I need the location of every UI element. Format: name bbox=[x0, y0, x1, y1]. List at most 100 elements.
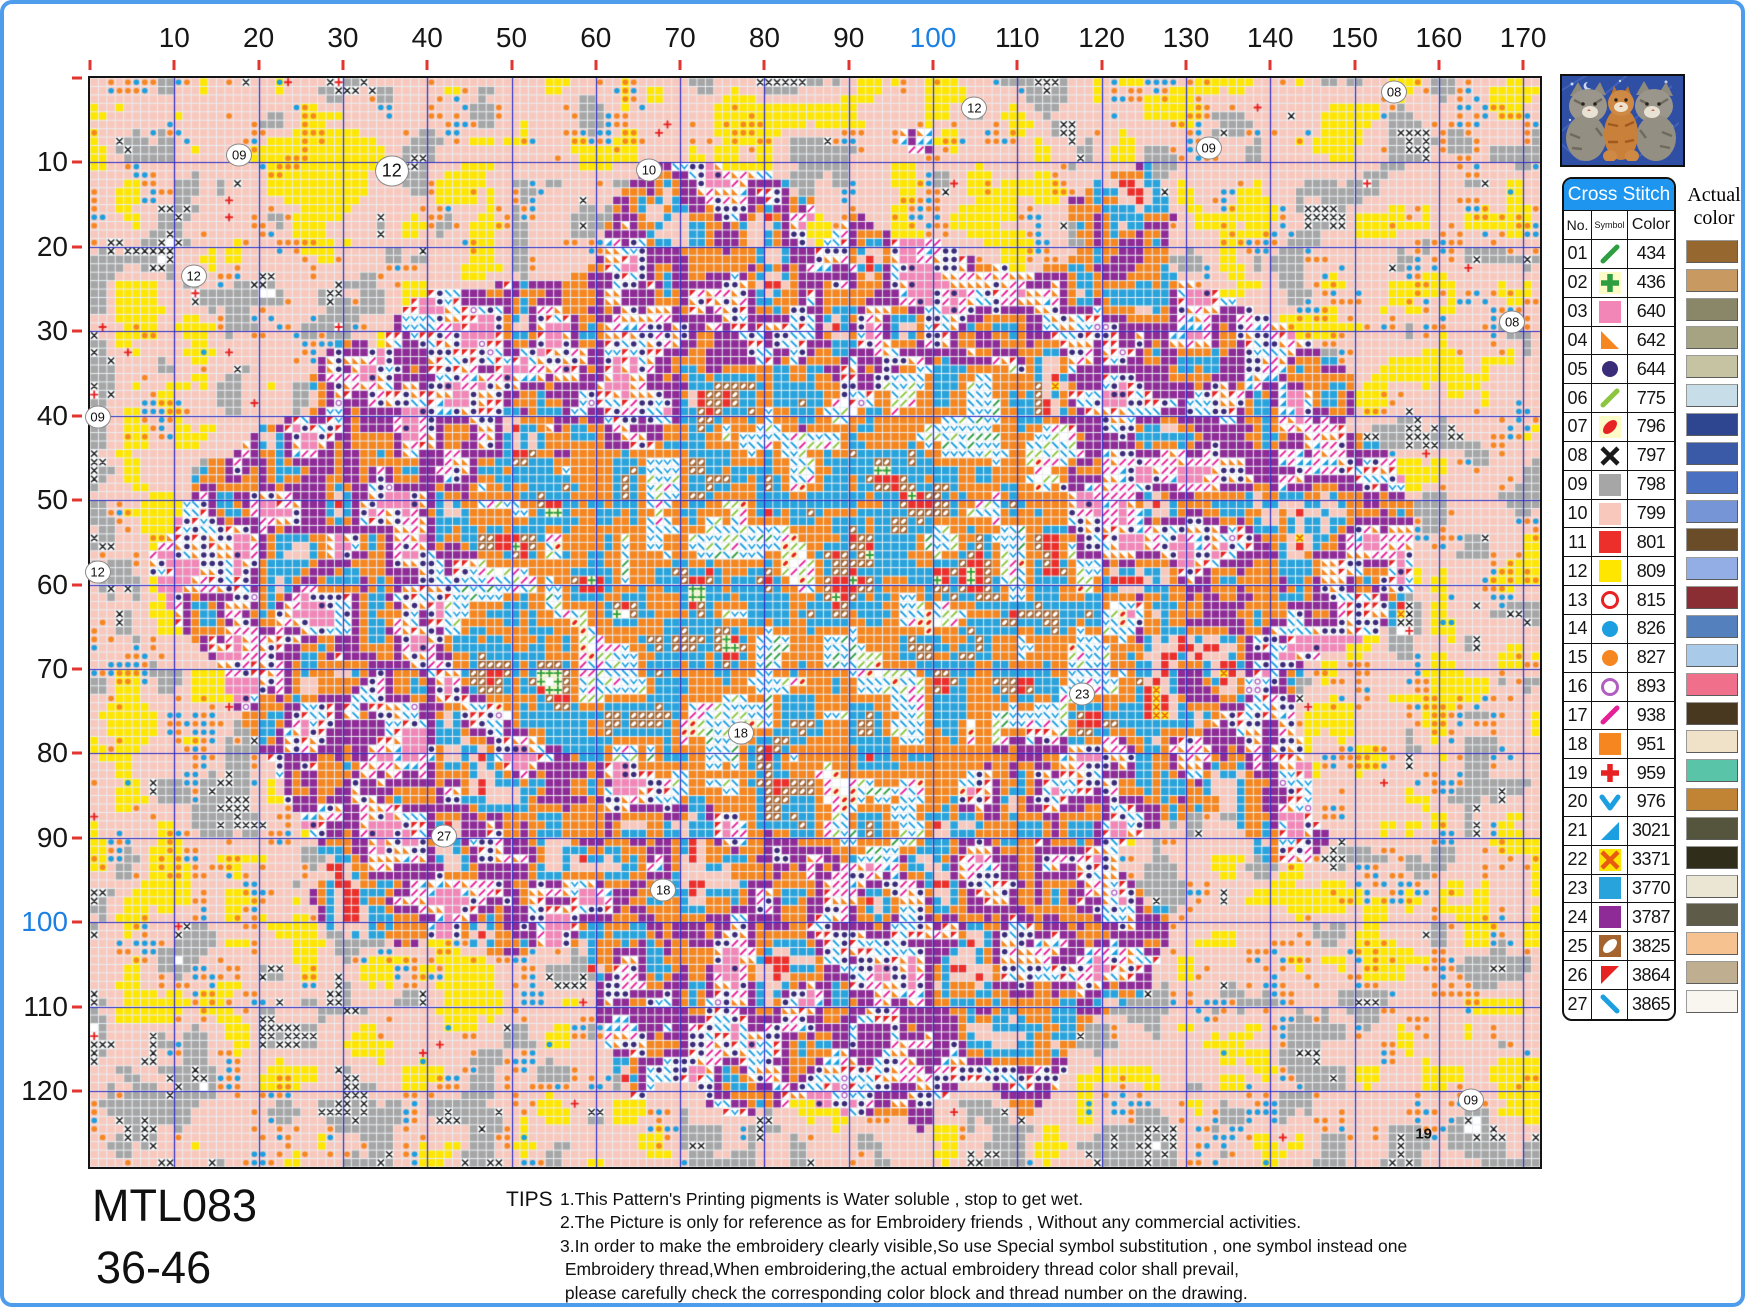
legend-symbol-tri-bl-icon bbox=[1600, 331, 1619, 350]
ruler-tick-top bbox=[847, 60, 851, 70]
legend-no: 05 bbox=[1564, 355, 1592, 385]
region-marker: 09 bbox=[84, 405, 111, 429]
legend-color-code: 976 bbox=[1628, 788, 1674, 817]
actual-color-swatch bbox=[1686, 239, 1738, 263]
legend-symbol-cell bbox=[1592, 643, 1628, 673]
actual-color-swatch bbox=[1686, 990, 1738, 1013]
actual-color-swatch bbox=[1686, 441, 1738, 465]
legend-symbol-cell bbox=[1592, 932, 1628, 962]
ruler-label-left: 110 bbox=[23, 990, 68, 1022]
legend-row: 15 827 bbox=[1564, 643, 1674, 673]
ruler-tick-top bbox=[931, 60, 935, 70]
actual-color-header-line1: Actual bbox=[1687, 184, 1741, 206]
legend-symbol-square-icon bbox=[1598, 300, 1621, 323]
ruler-label-left: 50 bbox=[36, 484, 68, 516]
actual-color-swatch bbox=[1686, 759, 1738, 783]
pattern-code: MTL083 bbox=[92, 1180, 258, 1231]
legend-symbol-cell bbox=[1592, 384, 1628, 414]
legend-symbol-cell bbox=[1592, 240, 1628, 269]
legend-row: 02 436 bbox=[1564, 268, 1674, 298]
ruler-tick-left bbox=[72, 245, 82, 249]
legend-row: 21 3021 bbox=[1564, 816, 1674, 846]
legend-symbol-leaf-icon bbox=[1598, 415, 1621, 438]
legend-no: 09 bbox=[1564, 470, 1592, 500]
ruler-label-left: 80 bbox=[36, 737, 68, 769]
legend-row: 19 959 bbox=[1564, 759, 1674, 789]
legend-color-code: 951 bbox=[1628, 730, 1674, 760]
legend-row: 10 799 bbox=[1564, 499, 1674, 529]
legend-color-code: 826 bbox=[1628, 615, 1674, 644]
region-marker: 12 bbox=[84, 560, 111, 584]
legend-symbol-cell bbox=[1592, 701, 1628, 731]
ruler-label-top: 110 bbox=[994, 22, 1040, 53]
ruler-tick-left bbox=[72, 76, 82, 80]
ruler-tick-left bbox=[72, 329, 82, 333]
legend-color-code: 959 bbox=[1628, 759, 1674, 789]
legend-no: 16 bbox=[1564, 672, 1592, 702]
actual-color-swatch bbox=[1686, 932, 1738, 956]
ruler-label-top: 40 bbox=[411, 22, 443, 53]
legend-col-no: No. bbox=[1564, 211, 1592, 240]
legend-no: 14 bbox=[1564, 614, 1592, 644]
legend-symbol-cell bbox=[1592, 759, 1628, 789]
legend-symbol-x-icon bbox=[1598, 848, 1621, 871]
legend-symbol-cell bbox=[1592, 989, 1628, 1019]
ruler-label-left: 10 bbox=[36, 146, 68, 178]
ruler-label-top: 80 bbox=[748, 22, 780, 53]
legend-symbol-cell bbox=[1592, 586, 1628, 615]
legend-row: 20 976 bbox=[1564, 788, 1674, 817]
legend-symbol-cell bbox=[1592, 788, 1628, 817]
legend-col-color: Color bbox=[1628, 211, 1674, 240]
legend-symbol-tri-tl-icon bbox=[1600, 966, 1619, 985]
legend-row: 09 798 bbox=[1564, 470, 1674, 500]
legend-symbol-cell bbox=[1592, 297, 1628, 327]
legend-no: 08 bbox=[1564, 441, 1592, 471]
ruler-tick-left bbox=[72, 414, 82, 418]
region-marker: 10 bbox=[635, 158, 662, 182]
actual-color-swatch bbox=[1686, 701, 1738, 725]
ruler-label-top: 30 bbox=[327, 22, 359, 53]
ruler-label-left: 70 bbox=[36, 652, 68, 684]
legend-symbol-leaf-icon bbox=[1598, 935, 1621, 958]
tips-text: 1.This Pattern's Printing pigments is Wa… bbox=[560, 1189, 1408, 1303]
legend-color-code: 3787 bbox=[1628, 903, 1674, 933]
legend-color-code: 938 bbox=[1628, 702, 1674, 731]
ruler-tick-left bbox=[72, 1005, 82, 1009]
legend-symbol-plus-icon bbox=[1598, 271, 1621, 294]
legend-row: 27 3865 bbox=[1564, 989, 1674, 1019]
legend-symbol-cell bbox=[1592, 499, 1628, 529]
ruler-label-left: 60 bbox=[36, 568, 68, 600]
legend-color-code: 815 bbox=[1628, 586, 1674, 615]
actual-color-swatch bbox=[1686, 413, 1738, 436]
legend-row: 22 3371 bbox=[1564, 845, 1674, 875]
actual-color-swatch bbox=[1686, 672, 1738, 696]
region-marker: 18 bbox=[727, 721, 754, 745]
legend-row: 24 3787 bbox=[1564, 903, 1674, 933]
legend-color-code: 3371 bbox=[1628, 846, 1674, 875]
actual-color-swatch bbox=[1686, 297, 1738, 321]
actual-color-swatch bbox=[1686, 845, 1738, 869]
legend-no: 24 bbox=[1564, 903, 1592, 933]
legend-panel: Cross Stitch No. Symbol Color 01 434 02 436… bbox=[1562, 177, 1676, 1021]
legend-symbol-square-icon bbox=[1598, 560, 1621, 583]
ruler-tick-top bbox=[678, 60, 682, 70]
legend-title: Cross Stitch bbox=[1564, 179, 1674, 211]
ruler-label-left: 20 bbox=[36, 230, 68, 262]
legend-row: 23 3770 bbox=[1564, 874, 1674, 904]
ruler-label-top: 10 bbox=[158, 22, 190, 53]
region-marker: 27 bbox=[431, 824, 458, 848]
ruler-tick-left bbox=[72, 1089, 82, 1093]
region-marker: 19 bbox=[1415, 1125, 1432, 1143]
legend-symbol-cell bbox=[1592, 268, 1628, 298]
legend-symbol-cell bbox=[1592, 845, 1628, 875]
legend-no: 26 bbox=[1564, 961, 1592, 990]
legend-row: 25 3825 bbox=[1564, 932, 1674, 962]
ruler-label-top: 60 bbox=[580, 22, 612, 53]
legend-symbol-square-icon bbox=[1598, 502, 1621, 525]
legend-symbol-square-icon bbox=[1598, 473, 1621, 496]
actual-color-swatch bbox=[1686, 384, 1738, 408]
legend-color-code: 827 bbox=[1628, 644, 1674, 673]
legend-symbol-dot-icon bbox=[1601, 361, 1618, 378]
legend-symbol-cell bbox=[1592, 672, 1628, 702]
legend-no: 11 bbox=[1564, 528, 1592, 558]
